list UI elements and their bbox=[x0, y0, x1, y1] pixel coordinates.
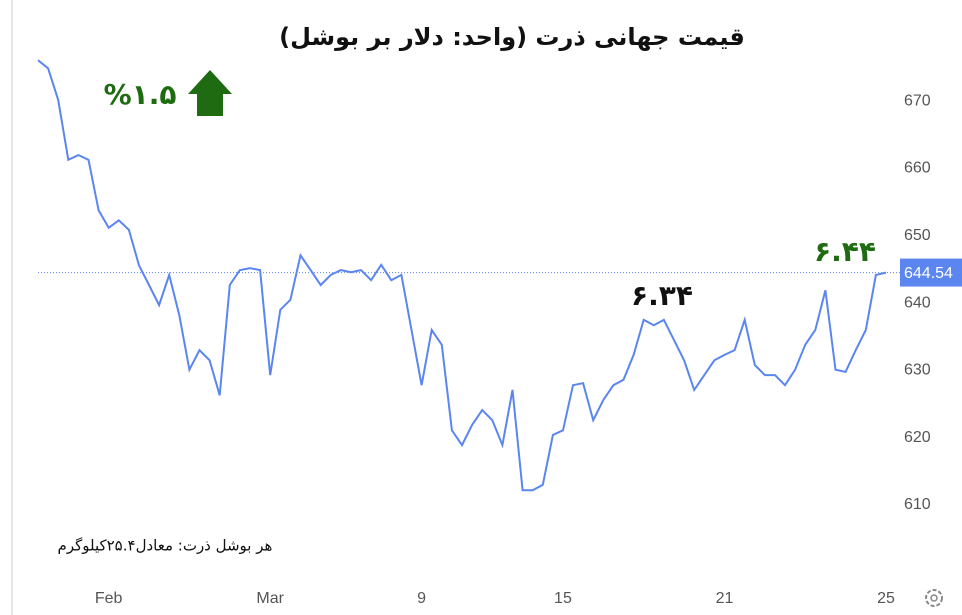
annotation: %۱.۵ bbox=[104, 78, 177, 111]
x-tick-label: 21 bbox=[716, 590, 734, 607]
y-tick-label: 650 bbox=[904, 227, 931, 244]
price-line bbox=[37, 59, 887, 492]
x-tick-label: 25 bbox=[877, 590, 895, 607]
x-tick-label: Mar bbox=[256, 590, 284, 607]
x-tick-label: 9 bbox=[417, 590, 426, 607]
y-tick-label: 620 bbox=[904, 429, 931, 446]
annotation: هر بوشل ذرت: معادل۲۵.۴کیلوگرم bbox=[58, 537, 273, 555]
settings-icon bbox=[925, 589, 943, 607]
y-tick-label: 630 bbox=[904, 362, 931, 379]
chart-title: قیمت جهانی ذرت (واحد: دلار بر بوشل) bbox=[279, 23, 745, 51]
last-value-label: 644.54 bbox=[904, 265, 953, 282]
y-tick-label: 610 bbox=[904, 496, 931, 513]
last-value-box bbox=[900, 258, 962, 287]
annotation: ۶.۳۴ bbox=[631, 279, 693, 312]
y-tick-label: 640 bbox=[904, 294, 931, 311]
up-arrow bbox=[188, 70, 232, 116]
x-tick-label: Feb bbox=[95, 590, 123, 607]
y-tick-label: 660 bbox=[904, 160, 931, 177]
x-tick-label: 15 bbox=[554, 590, 572, 607]
annotation: ۶.۴۴ bbox=[814, 235, 876, 268]
y-tick-label: 670 bbox=[904, 92, 931, 109]
